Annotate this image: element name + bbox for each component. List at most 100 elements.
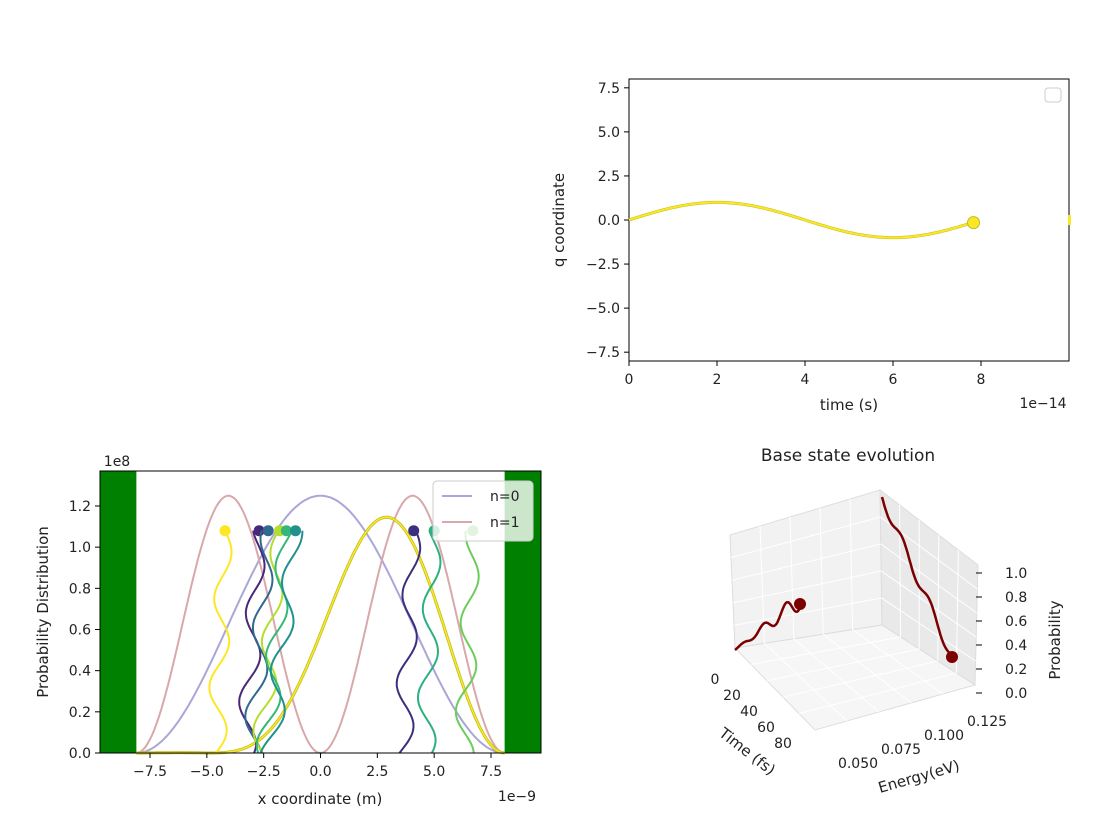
3d-probability-label: Probability — [1046, 600, 1064, 679]
q-ytick-label: 2.5 — [598, 169, 620, 185]
3d-prob-tick: 0.4 — [1005, 638, 1027, 654]
q-xtick-label: 6 — [889, 372, 898, 388]
trajectory-endpoint — [408, 525, 420, 537]
3d-series-high-energy-point — [946, 651, 958, 663]
q-current-point — [967, 216, 981, 230]
trajectory-line — [259, 530, 304, 754]
p-xtick-label: 0.0 — [309, 764, 331, 780]
q-ticks-group: 0 2 4 6 8 7.5 5.0 2.5 0.0 −2.5 −5.0 −7.5 — [586, 81, 985, 388]
p-xtick-label: 7.5 — [480, 764, 502, 780]
q-ytick-label: −2.5 — [586, 257, 620, 273]
3d-grid-line — [798, 672, 957, 715]
3d-grid-line — [764, 643, 848, 722]
q-ytick-label: 0.0 — [598, 213, 620, 229]
q-coordinate-panel: 0 2 4 6 8 7.5 5.0 2.5 0.0 −2.5 −5.0 −7.5 time (s) q… — [550, 78, 1071, 414]
p-legend: n=0 n=1 — [432, 480, 534, 542]
3d-grid-line — [822, 633, 912, 704]
q-xlabel: time (s) — [820, 396, 878, 414]
3d-energy-tick: 0.100 — [924, 728, 964, 744]
p-y-offset-label: 1e8 — [104, 454, 130, 470]
p-ylabel: Probability Distribution — [34, 526, 52, 698]
p-legend-n1-label: n=1 — [490, 515, 520, 531]
p-xlabel: x coordinate (m) — [258, 790, 383, 808]
3d-grid-line — [880, 543, 978, 614]
trajectory-line — [395, 530, 422, 754]
p-xtick-label: −7.5 — [133, 764, 167, 780]
3d-grid-line — [899, 504, 902, 638]
p-ytick-label: 0.8 — [69, 581, 91, 597]
q-xtick-label: 2 — [713, 372, 722, 388]
3d-energy-tick: 0.075 — [881, 742, 921, 758]
3d-prob-tick: 0.0 — [1005, 686, 1027, 702]
trajectory-endpoint — [280, 525, 292, 537]
3d-grid-line — [730, 516, 881, 559]
3d-series-low-energy-point — [794, 598, 806, 610]
q-xtick-label: 4 — [801, 372, 810, 388]
trajectory-endpoint — [289, 525, 301, 537]
3d-time-tick: 60 — [757, 720, 775, 736]
3d-grid-line — [849, 498, 854, 630]
left-wall — [100, 471, 137, 753]
3d-grid-line — [733, 597, 882, 626]
p-xtick-label: −2.5 — [247, 764, 281, 780]
q-series-group — [628, 200, 1071, 240]
3d-grid-line — [750, 636, 901, 665]
3d-time-tick: 80 — [774, 736, 792, 752]
p-ytick-label: 0.2 — [69, 705, 91, 721]
3d-grid-line — [731, 543, 881, 581]
trajectory-line — [244, 530, 274, 754]
q-empty-legend — [1044, 87, 1062, 103]
3d-grid-line — [766, 648, 920, 682]
q-xtick-label: 0 — [625, 372, 634, 388]
3d-grid-line — [852, 629, 944, 695]
3d-grid-line — [789, 516, 795, 639]
3d-energy-tick: 0.125 — [967, 714, 1007, 730]
3d-series-group — [734, 496, 958, 663]
3d-series-low-energy — [734, 601, 802, 651]
3d-time-tick: 20 — [723, 688, 741, 704]
q-ytick-label: −7.5 — [586, 345, 620, 361]
3d-grid-line — [881, 597, 976, 662]
3d-series-high-energy — [880, 496, 953, 657]
3d-grid-line — [793, 638, 880, 713]
p-xtick-label: 2.5 — [366, 764, 388, 780]
3d-floor-pane — [733, 624, 977, 731]
3d-time-tick: 40 — [740, 704, 758, 720]
p-ytick-label: 0.4 — [69, 664, 91, 680]
q-ylabel: q coordinate — [550, 173, 568, 267]
3d-grid-line — [819, 507, 824, 635]
3d-grid-line — [937, 534, 940, 662]
3d-prob-tick: 0.2 — [1005, 662, 1027, 678]
trajectory-line — [454, 530, 480, 754]
3d-energy-tick: 0.050 — [838, 756, 878, 772]
p-ytick-label: 0.6 — [69, 622, 91, 638]
3d-prob-tick: 0.6 — [1005, 614, 1027, 630]
p-x-offset-label: 1e−9 — [498, 789, 536, 805]
q-ytick-label: 7.5 — [598, 81, 620, 97]
p-ytick-label: 1.2 — [69, 499, 91, 515]
3d-back-pane-left — [729, 489, 883, 649]
p-xtick-label: −5.0 — [190, 764, 224, 780]
trajectory-line — [416, 530, 442, 754]
3d-title: Base state evolution — [761, 446, 935, 466]
3d-grid-line — [880, 570, 977, 638]
3d-time-tick: 0 — [711, 672, 720, 688]
3d-prob-tick: 0.8 — [1005, 590, 1027, 606]
q-ytick-label: 5.0 — [598, 125, 620, 141]
probability-panel: −7.5 −5.0 −2.5 0.0 2.5 5.0 7.5 0.0 0.2 0.4 0.6 0.8 1… — [34, 454, 542, 808]
3d-grid-line — [732, 570, 882, 604]
trajectory-endpoint — [219, 525, 231, 537]
p-trajectories-group — [208, 525, 480, 754]
q-ytick-label: −5.0 — [586, 301, 620, 317]
3d-grid-line — [782, 660, 938, 698]
trajectory-line — [208, 530, 233, 754]
3d-energy-label: Energy(eV) — [876, 756, 961, 796]
p-xtick-label: 5.0 — [423, 764, 445, 780]
trajectory-line — [255, 530, 293, 754]
p-ytick-label: 0.0 — [69, 746, 91, 762]
q-edge-marker — [1068, 215, 1071, 225]
q-xtick-label: 8 — [977, 372, 986, 388]
